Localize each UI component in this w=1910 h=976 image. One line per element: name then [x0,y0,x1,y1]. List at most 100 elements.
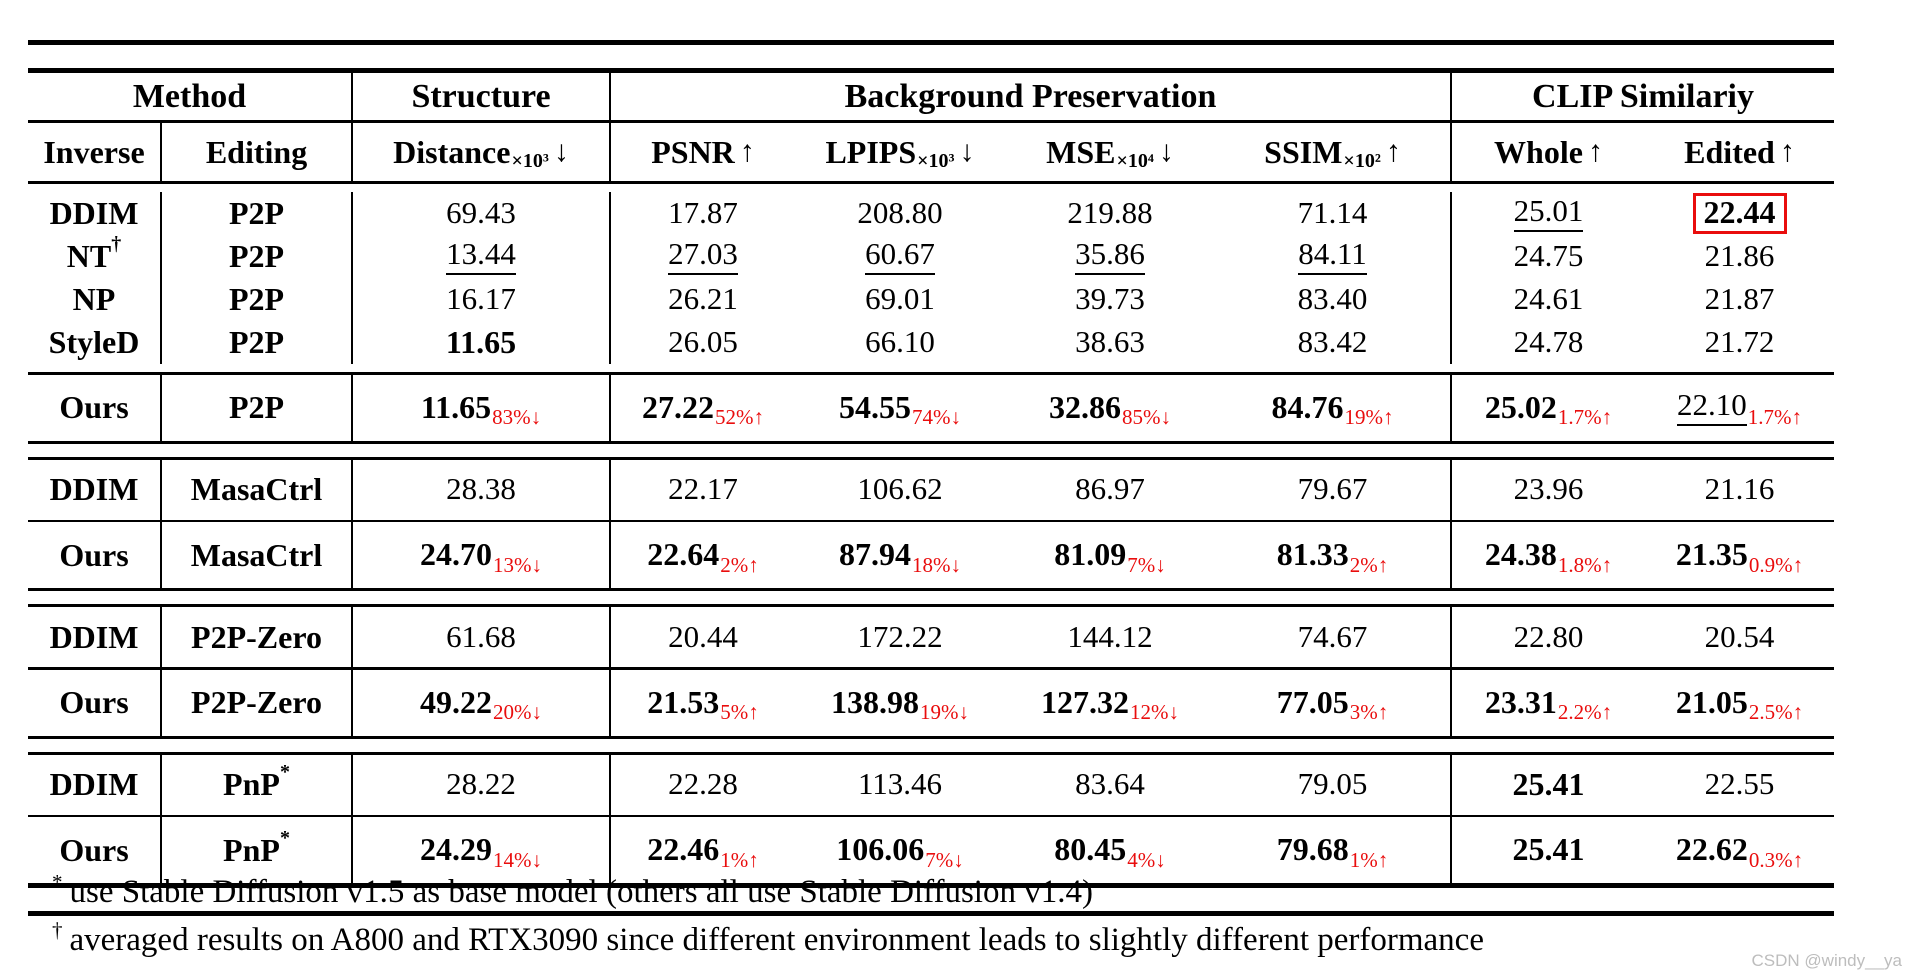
column-header-scale: ×10³ [511,149,549,172]
table-row: DDIM P2P 69.43 17.87 208.80 219.88 71.14 25.01 2… [28,192,1834,235]
value-text: 22.55 [1704,766,1775,802]
header-rule [28,120,1834,123]
table-row: StyleD P2P 11.65 26.05 66.10 38.63 83.42 24.78 2… [28,321,1834,364]
value-text: 22.62 [1675,831,1748,868]
method-editing-cell: P2P [162,278,353,321]
value-cell: 24.29 14%↓ [353,817,611,883]
value-text: 138.98 [831,683,919,720]
subheader-rule [28,181,1834,184]
method-inverse-cell: DDIM [28,192,162,235]
delta-label: 1.7%↑ [1557,405,1613,429]
footnote-marker: † [52,918,63,942]
midrule [28,667,1834,670]
value-cell: 25.41 [1452,817,1645,883]
group-header-cell: Method [28,73,353,120]
value-text: 81.33 [1276,536,1349,573]
column-header-label: Distance [393,133,511,170]
delta-label: 7%↓ [925,847,964,872]
value-cell: 74.67 [1215,607,1452,667]
value-cell: 83.40 [1215,278,1452,321]
value-cell: 22.80 [1452,607,1645,667]
value-text: 21.35 [1675,536,1748,573]
value-text: 32.86 [1049,388,1121,425]
method-label: MasaCtrl [190,536,323,573]
method-inverse-cell: Ours [28,374,162,441]
value-cell: 24.70 13%↓ [353,522,611,588]
delta-label: 5%↑ [720,700,759,724]
value-text: 38.63 [1075,324,1145,360]
value-cell: 127.32 12%↓ [1005,670,1215,736]
value-cell: 79.67 [1215,459,1452,520]
value-cell: 22.64 2%↑ [611,522,795,588]
results-table: Method Structure Background Preservation CL… [28,40,1834,916]
method-superscript: † [111,233,122,255]
value-cell: 54.55 74%↓ [795,375,1005,441]
value-text: 11.65 [420,388,492,425]
value-cell: 11.65 [353,321,611,364]
table-row: DDIM PnP * 28.22 22.28 113.46 83.64 79.05 25.41 2… [28,754,1834,815]
value-cell: 28.22 [353,754,611,815]
value-cell: 25.01 [1452,192,1645,235]
delta-label: 7%↓ [1127,552,1166,577]
delta-label: 2.5%↑ [1748,700,1804,724]
column-header-label: SSIM [1264,133,1343,170]
value-cell: 21.35 0.9%↑ [1645,522,1834,588]
method-inverse-cell: Ours [28,522,162,588]
column-header-label: Editing [205,133,308,170]
value-cell: 81.33 2%↑ [1215,522,1452,588]
value-text: 17.87 [668,195,738,231]
table-top-rule [28,40,1834,73]
midrule [28,372,1834,375]
method-label: MasaCtrl [190,471,323,507]
method-label: DDIM [49,766,139,802]
group-header-cell: Background Preservation [611,73,1452,120]
value-text: 11.65 [445,323,517,360]
value-text: 79.67 [1297,471,1368,507]
value-cell: 26.21 [611,278,795,321]
value-text: 60.67 [865,238,935,275]
value-cell: 77.05 3%↑ [1215,669,1452,736]
method-editing-cell: MasaCtrl [162,522,353,588]
footnote: * use Stable Diffusion v1.5 as base model… [52,870,1862,918]
value-cell: 87.94 18%↓ [795,522,1005,588]
delta-label: 74%↓ [912,405,961,429]
value-cell: 21.53 5%↑ [611,670,795,736]
value-text: 69.43 [446,195,516,231]
column-header-cell: MSE ×10⁴ ↓ [1005,123,1215,181]
group-header-cell: CLIP Similariy [1452,73,1834,120]
value-cell: 32.86 85%↓ [1005,375,1215,441]
value-cell: 86.97 [1005,460,1215,520]
value-text: 127.32 [1041,683,1129,720]
table-row: NP P2P 16.17 26.21 69.01 39.73 83.40 24.61 21.87 [28,278,1834,321]
value-cell: 60.67 [795,235,1005,278]
delta-label: 13%↓ [493,552,542,577]
value-text: 71.14 [1297,195,1368,231]
highlight-box: 22.44 [1692,192,1787,235]
group-header-label: CLIP Similariy [1532,77,1754,115]
method-editing-cell: P2P [162,235,353,278]
value-cell: 69.01 [795,278,1005,321]
method-label: DDIM [49,618,139,655]
method-inverse-cell: NT † [28,233,162,278]
value-cell: 49.22 20%↓ [353,669,611,736]
method-inverse-cell: NP [28,278,162,321]
value-text: 39.73 [1075,281,1145,317]
group-header-label: Structure [411,77,551,115]
table-row: DDIM MasaCtrl 28.38 22.17 106.62 86.97 79.67 23… [28,459,1834,520]
delta-label: 12%↓ [1130,700,1179,724]
delta-label: 20%↓ [493,700,542,724]
delta-label: 0.3%↑ [1748,847,1804,872]
footnotes: * use Stable Diffusion v1.5 as base model… [52,870,1862,966]
column-header-label: PSNR [651,133,735,170]
method-editing-cell: P2P-Zero [162,607,353,667]
column-header-label: Edited [1684,133,1775,170]
column-header-cell: SSIM ×10² ↑ [1215,123,1452,181]
value-text: 21.05 [1675,683,1748,720]
value-text: 83.42 [1297,324,1368,360]
value-text: 21.87 [1704,281,1775,317]
group-header-cell: Structure [353,73,611,120]
method-editing-cell: P2P-Zero [162,669,353,736]
method-label: Ours [59,684,129,720]
value-text: 20.44 [668,618,738,654]
